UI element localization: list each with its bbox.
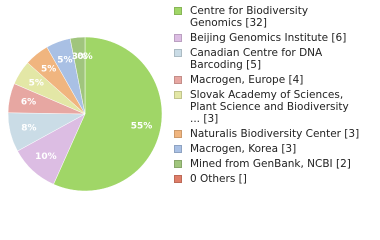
slice-label: 55% — [131, 122, 153, 132]
legend-label: Macrogen, Korea [3] — [190, 143, 297, 155]
legend-label: Slovak Academy of Sciences, Plant Scienc… — [190, 89, 349, 125]
legend-item: Canadian Centre for DNA Barcoding [5] — [172, 47, 372, 71]
legend-item: 0 Others [] — [172, 173, 372, 185]
legend-label: Centre for Biodiversity Genomics [32] — [190, 5, 309, 29]
legend-swatch — [174, 76, 182, 84]
legend-swatch — [174, 130, 182, 138]
legend-swatch — [174, 7, 182, 15]
legend-item: Mined from GenBank, NCBI [2] — [172, 158, 372, 170]
legend-label: Naturalis Biodiversity Center [3] — [190, 128, 360, 140]
legend-swatch — [174, 160, 182, 168]
slice-label: 5% — [41, 65, 56, 75]
slice-label: 3% — [72, 52, 87, 62]
legend-swatch — [174, 145, 182, 153]
legend-swatch — [174, 175, 182, 183]
legend-label: Beijing Genomics Institute [6] — [190, 32, 347, 44]
legend-label: 0 Others [] — [190, 173, 247, 185]
legend-swatch — [174, 34, 182, 42]
slice-label: 5% — [29, 78, 44, 88]
legend-item: Macrogen, Korea [3] — [172, 143, 372, 155]
legend-item: Naturalis Biodiversity Center [3] — [172, 128, 372, 140]
slice-label: 6% — [21, 97, 36, 107]
legend-label: Macrogen, Europe [4] — [190, 74, 304, 86]
pie-slice — [69, 36, 86, 115]
legend-label: Mined from GenBank, NCBI [2] — [190, 158, 351, 170]
pie-slice — [53, 36, 163, 192]
legend-label: Canadian Centre for DNA Barcoding [5] — [190, 47, 323, 71]
slice-label: 5% — [57, 55, 72, 65]
slice-label: 0% — [77, 52, 92, 62]
legend-item: Slovak Academy of Sciences, Plant Scienc… — [172, 89, 372, 125]
pie-chart: 55%10%8%6%5%5%5% 3%0% — [7, 36, 163, 192]
slice-label: 8% — [21, 123, 36, 133]
slice-label: 10% — [35, 152, 57, 162]
legend-item: Beijing Genomics Institute [6] — [172, 32, 372, 44]
legend-item: Centre for Biodiversity Genomics [32] — [172, 5, 372, 29]
legend-swatch — [174, 91, 182, 99]
legend-item: Macrogen, Europe [4] — [172, 74, 372, 86]
legend-swatch — [174, 49, 182, 57]
legend: Centre for Biodiversity Genomics [32] Bei… — [172, 5, 372, 188]
